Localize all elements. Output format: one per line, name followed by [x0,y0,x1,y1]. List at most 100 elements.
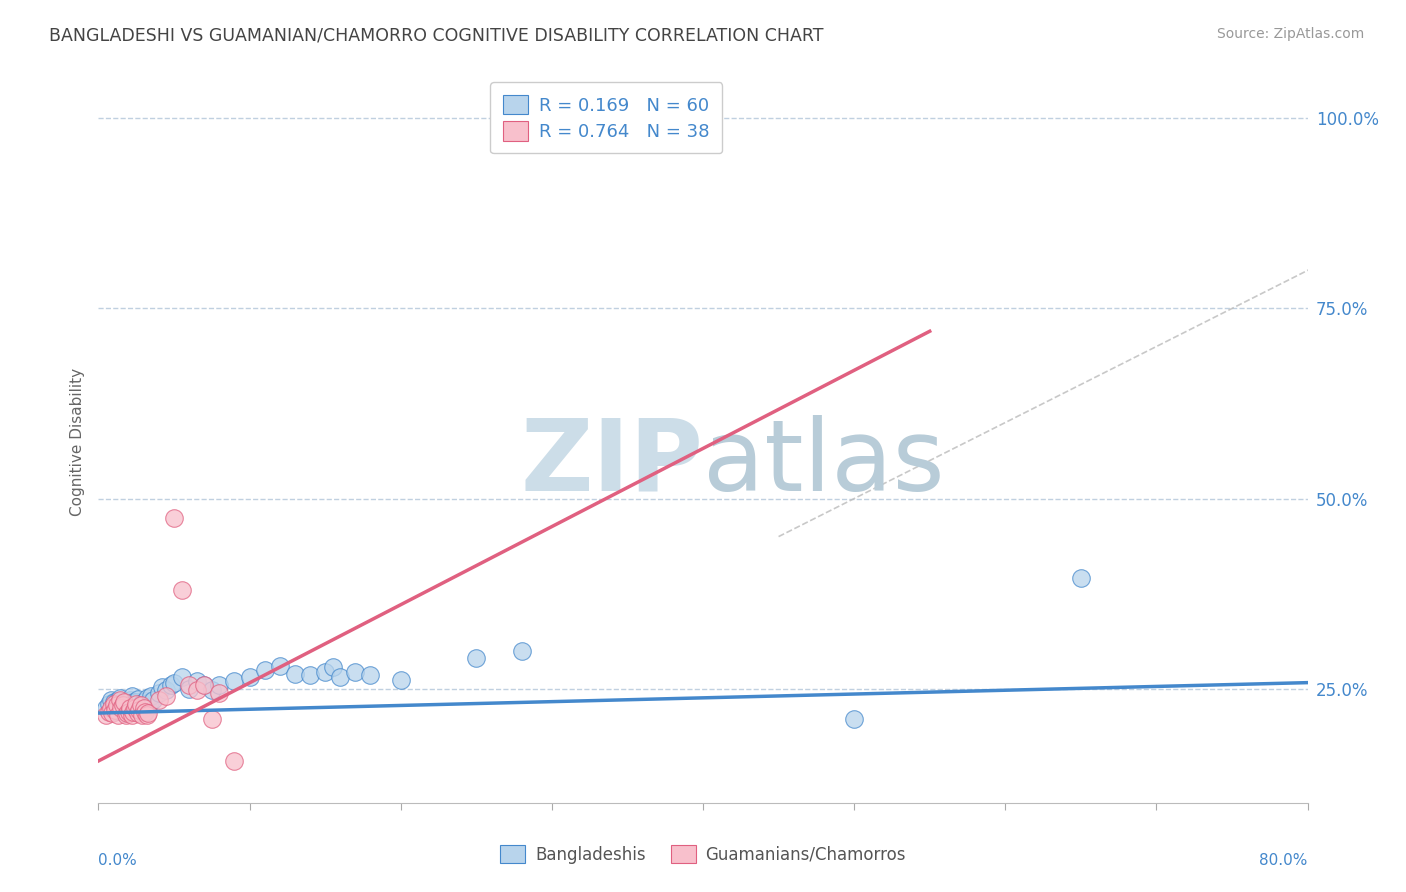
Point [139,695,162,709]
Point [118,703,141,717]
Point [112,695,135,709]
Point [314,665,336,679]
Point [1070,571,1092,585]
Point [179,678,201,692]
Point [134,694,156,708]
Point [163,510,186,524]
Point [160,678,183,692]
Point [121,708,143,723]
Point [105,698,128,713]
Point [201,712,224,726]
Point [128,701,150,715]
Point [122,695,145,709]
Point [131,696,153,710]
Point [186,674,208,689]
Point [224,674,246,689]
Point [127,692,149,706]
Point [101,705,124,719]
Point [127,706,149,720]
Point [124,700,146,714]
Point [118,705,141,719]
Point [208,678,231,692]
Point [108,690,131,705]
Text: 80.0%: 80.0% [1260,854,1308,869]
Point [104,703,127,717]
Point [108,693,131,707]
Point [118,699,141,714]
Point [105,694,128,708]
Point [125,698,148,713]
Point [344,665,367,679]
Point [132,705,155,719]
Point [114,708,136,723]
Text: BANGLADESHI VS GUAMANIAN/CHAMORRO COGNITIVE DISABILITY CORRELATION CHART: BANGLADESHI VS GUAMANIAN/CHAMORRO COGNIT… [49,27,824,45]
Text: atlas: atlas [703,415,945,512]
Point [110,700,132,714]
Point [844,712,866,726]
Point [322,660,344,674]
Point [148,693,170,707]
Point [329,670,352,684]
Point [155,683,177,698]
Legend: R = 0.169   N = 60, R = 0.764   N = 38: R = 0.169 N = 60, R = 0.764 N = 38 [491,82,723,153]
Point [360,668,382,682]
Point [100,693,122,707]
Point [94,700,117,714]
Point [120,700,142,714]
Point [114,706,136,720]
Point [170,670,193,684]
Point [208,685,231,699]
Point [136,706,159,720]
Point [94,708,117,723]
Point [299,668,322,682]
Point [141,690,163,704]
Point [107,704,129,718]
Point [132,700,155,714]
Point [193,678,215,692]
Point [131,708,153,723]
Point [115,706,138,720]
Point [155,690,177,704]
Point [135,690,157,705]
Point [284,666,307,681]
Point [98,705,121,719]
Point [150,680,173,694]
Point [125,697,148,711]
Point [193,678,215,692]
Point [465,651,488,665]
Point [129,698,152,712]
Point [201,683,224,698]
Point [120,693,142,707]
Point [115,695,138,709]
Point [134,705,156,719]
Point [104,700,127,714]
Point [163,675,186,690]
Point [170,582,193,597]
Point [239,670,262,684]
Point [128,703,150,717]
Point [103,697,125,711]
Point [125,695,148,709]
Point [124,700,146,714]
Point [148,685,170,699]
Point [269,659,291,673]
Point [142,693,165,707]
Text: 0.0%: 0.0% [98,854,138,869]
Point [98,697,121,711]
Point [101,706,124,720]
Point [135,708,157,723]
Point [100,700,122,714]
Point [510,643,533,657]
Point [107,707,129,722]
Point [129,698,152,713]
Point [186,683,208,698]
Point [111,697,134,711]
Point [136,700,159,714]
Point [389,673,412,687]
Point [121,690,143,704]
Point [122,705,145,719]
Point [103,695,125,709]
Legend: Bangladeshis, Guamanians/Chamorros: Bangladeshis, Guamanians/Chamorros [494,838,912,871]
Point [179,681,201,696]
Text: Source: ZipAtlas.com: Source: ZipAtlas.com [1216,27,1364,41]
